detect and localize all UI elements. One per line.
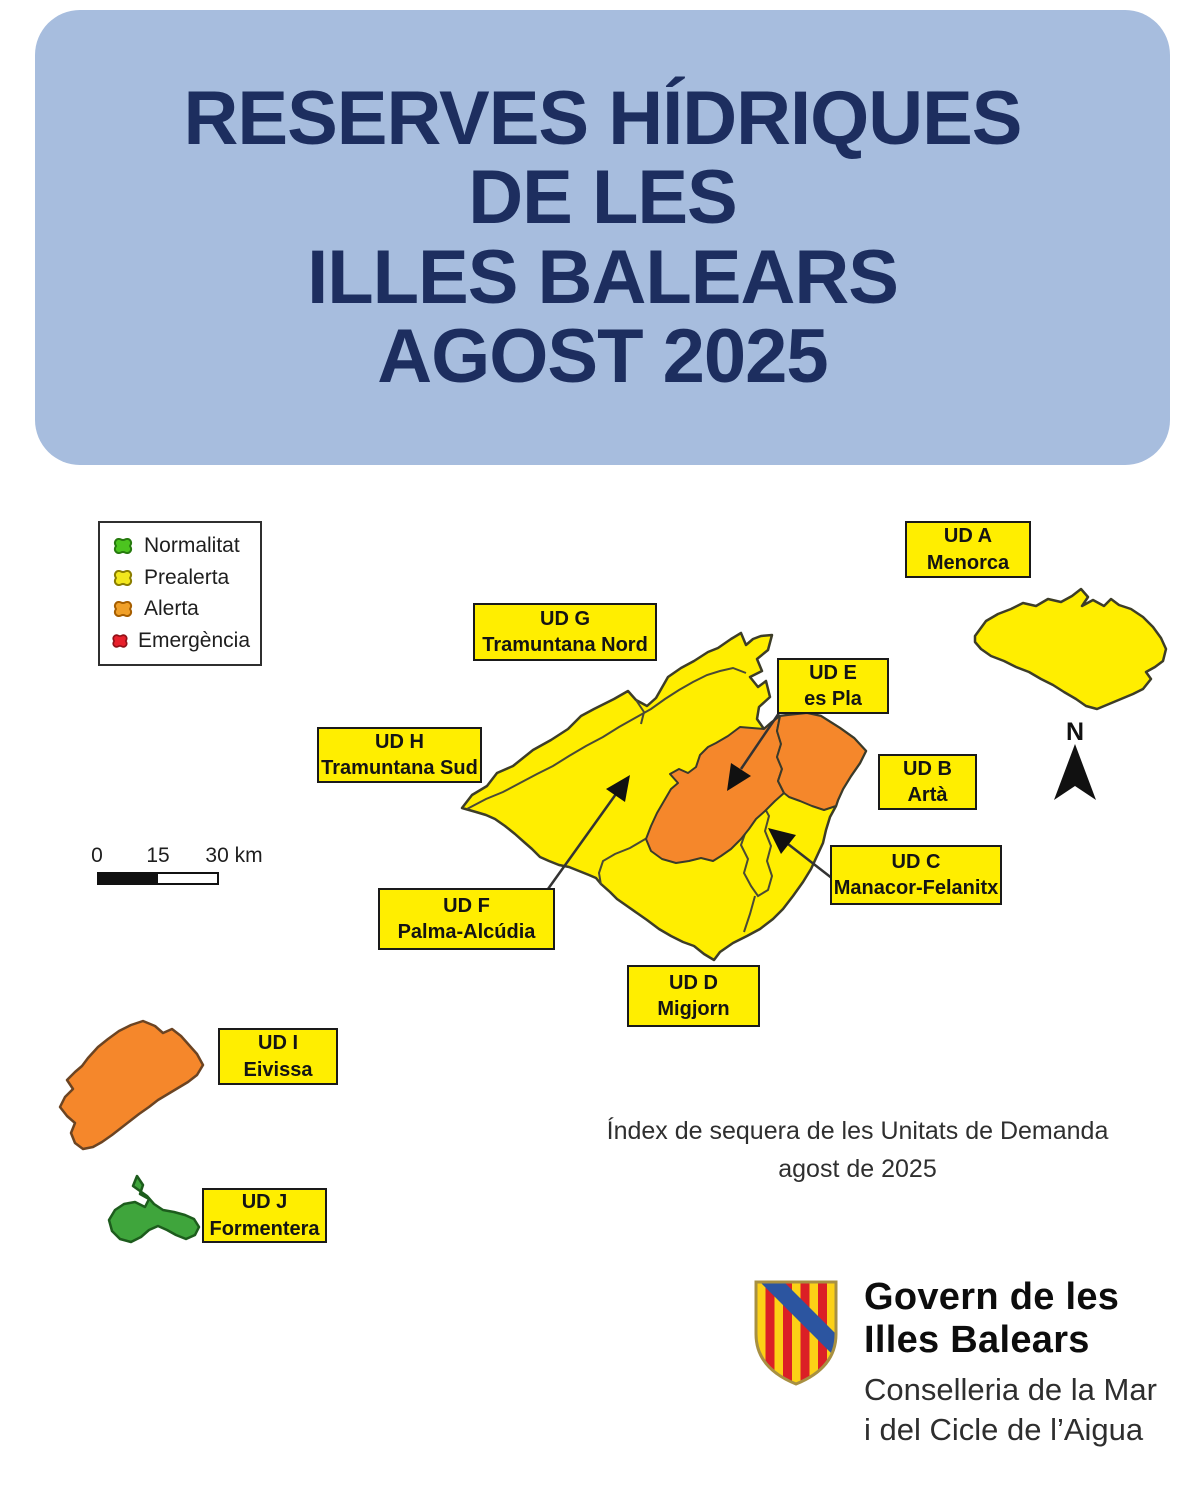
region-name: Palma-Alcúdia [397, 921, 536, 943]
page-title-line-1: RESERVES HÍDRIQUES [183, 76, 1023, 162]
region-name: Manacor-Felanitx [833, 877, 999, 899]
region-code: UD G [540, 607, 590, 630]
tramuntana-boundary-line [466, 666, 747, 810]
region-code: UD I [258, 1032, 298, 1055]
north-label: N [1065, 718, 1085, 746]
legend-item-emergencia: Emergència [110, 629, 250, 653]
department-line-2: i del Cicle de l’Aigua [864, 1412, 1144, 1448]
ud-c-leader-line [787, 843, 834, 880]
region-code: UD F [443, 894, 490, 917]
ud-e-arrowhead-icon [727, 763, 751, 791]
scale-tick-30km: 30 km [205, 844, 263, 867]
department-name: Conselleria de la Mar i del Cicle de l’A… [864, 1370, 1157, 1451]
region-name: Artà [907, 784, 948, 806]
region-code: UD E [809, 661, 857, 684]
page-title-line-2: DE LES [468, 155, 737, 241]
region-name: es Pla [804, 688, 862, 710]
footer-text-block: Govern de les Illes Balears Conselleria … [864, 1276, 1157, 1451]
government-name-line-1: Govern de les [864, 1276, 1120, 1318]
legend-label: Alerta [144, 597, 199, 621]
region-code: UD H [375, 730, 424, 753]
region-label-ud-a: UD A Menorca [905, 521, 1031, 578]
department-line-1: Conselleria de la Mar [864, 1372, 1157, 1408]
legend-label: Normalitat [144, 534, 240, 558]
scale-bar [97, 872, 219, 885]
region-name: Tramuntana Sud [321, 757, 478, 779]
migjorn-boundary-line [597, 837, 648, 886]
region-name: Menorca [926, 551, 1010, 574]
government-name-line-2: Illes Balears [864, 1318, 1090, 1361]
menorca-island [973, 587, 1168, 711]
page-title-line-3: ILLES BALEARS [307, 234, 899, 320]
legend-box: Normalitat Prealerta Alerta Emergència [98, 521, 262, 666]
region-code: UD B [903, 757, 952, 780]
emergencia-blob-icon [112, 633, 128, 648]
normalitat-blob-icon [113, 538, 133, 555]
arta-region [776, 712, 867, 811]
formentera-island [107, 1174, 201, 1244]
caption-line-2: agost de 2025 [778, 1155, 937, 1183]
header-banner: RESERVES HÍDRIQUES DE LES ILLES BALEARS … [35, 10, 1170, 465]
north-arrow-icon [1054, 744, 1096, 800]
region-name: Migjorn [657, 998, 730, 1020]
balearic-islands-map [58, 587, 1168, 1244]
scale-bar-filled-half [99, 874, 158, 883]
map-caption: Índex de sequera de les Unitats de Deman… [575, 1112, 1140, 1188]
scale-tick-15: 15 [146, 844, 170, 867]
region-name: Eivissa [243, 1058, 313, 1081]
region-code: UD J [241, 1191, 288, 1214]
region-label-ud-b: UD B Artà [878, 754, 977, 810]
legend-item-prealerta: Prealerta [110, 566, 250, 590]
region-label-ud-f: UD F Palma-Alcúdia [378, 888, 555, 950]
eivissa-island [58, 1019, 205, 1151]
region-label-ud-g: UD G Tramuntana Nord [473, 603, 657, 661]
ud-f-arrowhead-icon [606, 775, 630, 802]
region-label-ud-e: UD E es Pla [777, 658, 889, 714]
region-code: UD D [669, 971, 718, 994]
region-label-ud-h: UD H Tramuntana Sud [317, 727, 482, 783]
region-label-ud-c: UD C Manacor-Felanitx [830, 845, 1002, 905]
legend-label: Emergència [137, 628, 250, 652]
scale-tick-0: 0 [91, 844, 103, 867]
region-label-ud-i: UD I Eivissa [218, 1028, 338, 1085]
manacor-coast-boundary-line [743, 895, 756, 933]
region-label-ud-d: UD D Migjorn [627, 965, 760, 1027]
region-name: Tramuntana Nord [482, 634, 648, 656]
legend-item-normalitat: Normalitat [110, 534, 250, 558]
legend-label: Prealerta [144, 565, 230, 589]
region-name: Formentera [209, 1217, 320, 1240]
footer-logo-block: Govern de les Illes Balears Conselleria … [750, 1276, 1157, 1451]
govern-shield-logo [754, 1280, 838, 1386]
ud-f-leader-line [546, 793, 618, 890]
page-title-line-4: AGOST 2025 [377, 313, 828, 399]
region-code: UD C [891, 850, 941, 873]
legend-item-alerta: Alerta [110, 597, 250, 621]
ud-e-leader-line [739, 712, 781, 770]
ud-c-arrowhead-icon [768, 828, 796, 854]
region-code: UD A [943, 525, 993, 548]
tramuntana-nord-sud-divider-line [635, 699, 646, 725]
prealerta-blob-icon [113, 569, 133, 586]
region-label-ud-j: UD J Formentera [202, 1188, 327, 1243]
caption-line-1: Índex de sequera de les Unitats de Deman… [606, 1117, 1109, 1145]
alerta-blob-icon [113, 601, 133, 618]
